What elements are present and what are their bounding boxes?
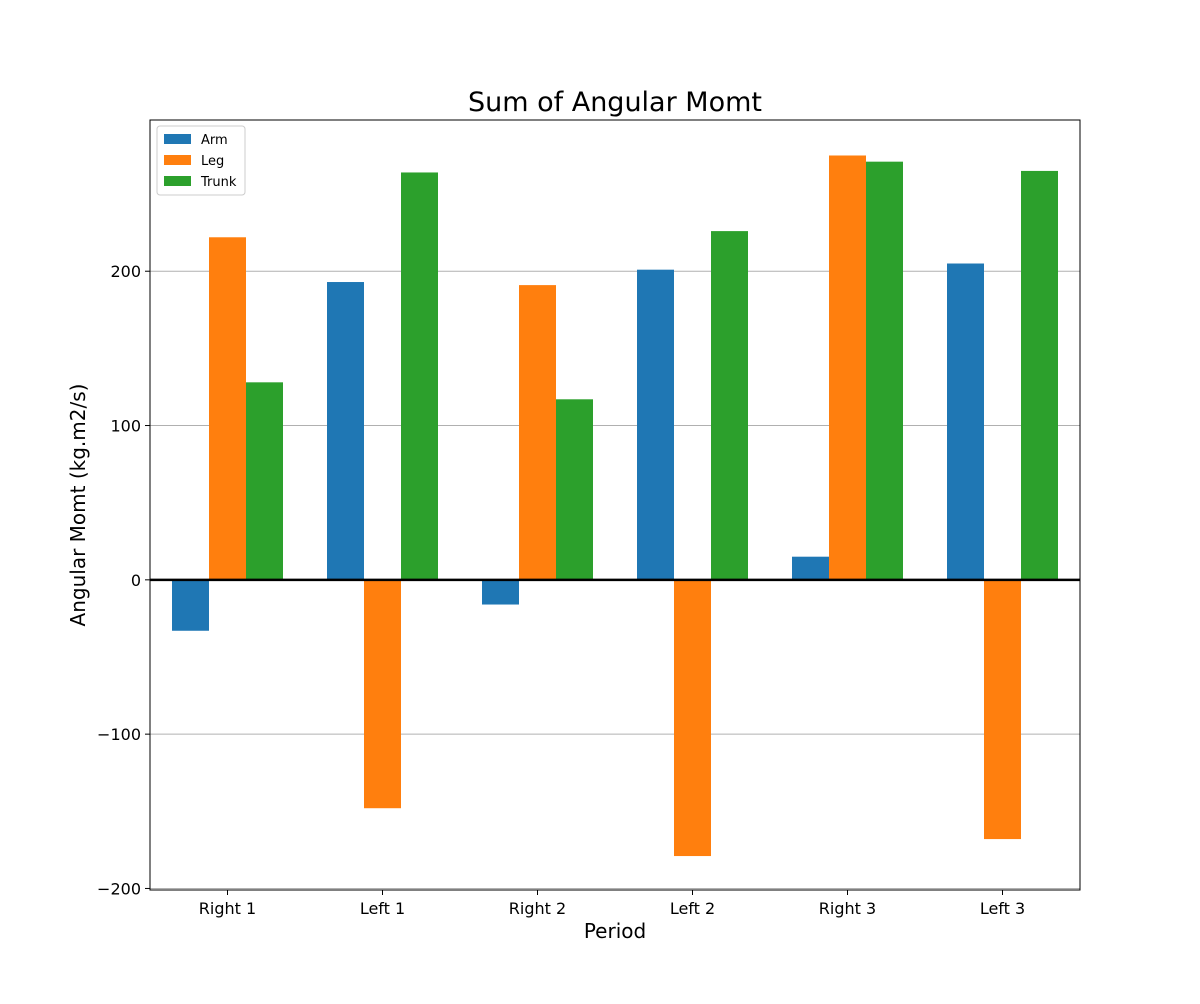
chart-title: Sum of Angular Momt	[468, 87, 762, 118]
x-tick-label: Right 3	[819, 899, 876, 918]
bar-arm-2	[482, 579, 519, 605]
bar-trunk-0	[246, 382, 283, 580]
bar-arm-0	[172, 579, 209, 631]
bar-trunk-3	[711, 231, 748, 580]
legend-label-trunk: Trunk	[200, 175, 237, 190]
bar-arm-1	[327, 282, 364, 580]
legend-swatch-leg	[164, 155, 191, 165]
y-axis-label: Angular Momt (kg.m2/s)	[66, 384, 90, 627]
legend-swatch-trunk	[164, 176, 191, 186]
bar-arm-5	[947, 263, 984, 580]
x-tick-label: Right 1	[199, 899, 256, 918]
bar-arm-4	[792, 556, 829, 580]
y-tick-label: −200	[97, 879, 141, 898]
bar-trunk-2	[556, 399, 593, 580]
bar-trunk-5	[1021, 170, 1058, 580]
y-tick-label: 0	[131, 571, 141, 590]
x-tick-label: Left 3	[980, 899, 1025, 918]
bar-trunk-4	[866, 161, 903, 580]
y-tick-label: 100	[110, 417, 141, 436]
bar-trunk-1	[401, 172, 438, 580]
bar-leg-1	[364, 579, 401, 809]
y-tick-label: 200	[110, 262, 141, 281]
legend-label-arm: Arm	[201, 133, 228, 148]
legend-swatch-arm	[164, 134, 191, 144]
bar-leg-4	[829, 155, 866, 580]
legend-label-leg: Leg	[201, 154, 224, 169]
bar-leg-2	[519, 285, 556, 580]
bar-leg-5	[984, 579, 1021, 840]
x-tick-label: Left 2	[670, 899, 715, 918]
bar-leg-0	[209, 237, 246, 580]
y-tick-label: −100	[97, 725, 141, 744]
x-tick-label: Right 2	[509, 899, 566, 918]
x-axis-label: Period	[584, 919, 646, 943]
bar-arm-3	[637, 269, 674, 580]
x-tick-label: Left 1	[360, 899, 405, 918]
plot-area-frame	[149, 119, 1081, 891]
bar-leg-3	[674, 579, 711, 857]
legend: Arm Leg Trunk	[156, 125, 246, 196]
